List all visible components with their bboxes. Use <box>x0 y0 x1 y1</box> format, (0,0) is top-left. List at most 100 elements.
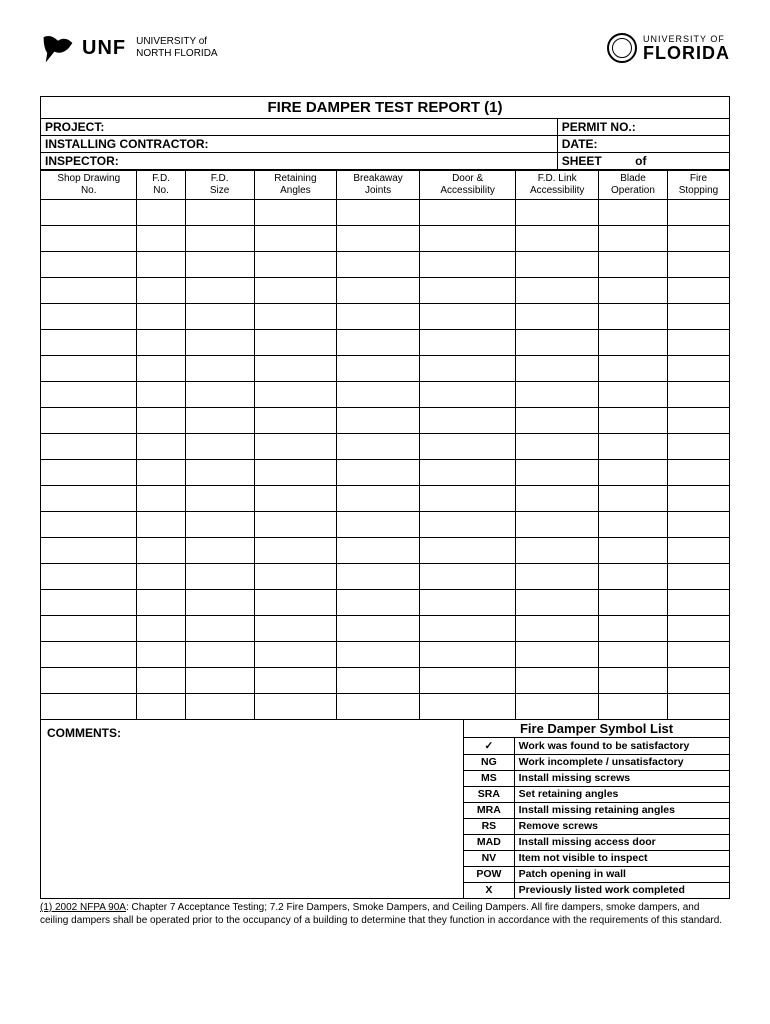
table-cell[interactable] <box>516 486 599 512</box>
table-cell[interactable] <box>41 226 137 252</box>
table-cell[interactable] <box>599 694 668 720</box>
table-cell[interactable] <box>185 460 254 486</box>
table-cell[interactable] <box>516 590 599 616</box>
table-cell[interactable] <box>137 564 185 590</box>
table-cell[interactable] <box>254 252 337 278</box>
table-cell[interactable] <box>516 512 599 538</box>
table-cell[interactable] <box>419 408 515 434</box>
table-cell[interactable] <box>137 226 185 252</box>
table-cell[interactable] <box>185 356 254 382</box>
table-cell[interactable] <box>41 590 137 616</box>
table-cell[interactable] <box>185 252 254 278</box>
table-cell[interactable] <box>516 434 599 460</box>
table-cell[interactable] <box>337 200 420 226</box>
table-cell[interactable] <box>599 356 668 382</box>
table-cell[interactable] <box>254 616 337 642</box>
table-cell[interactable] <box>185 486 254 512</box>
table-cell[interactable] <box>41 200 137 226</box>
table-cell[interactable] <box>337 538 420 564</box>
table-cell[interactable] <box>41 304 137 330</box>
table-cell[interactable] <box>137 434 185 460</box>
table-cell[interactable] <box>185 642 254 668</box>
table-cell[interactable] <box>599 616 668 642</box>
table-cell[interactable] <box>185 538 254 564</box>
table-cell[interactable] <box>599 226 668 252</box>
table-cell[interactable] <box>185 512 254 538</box>
table-cell[interactable] <box>667 356 729 382</box>
table-cell[interactable] <box>254 304 337 330</box>
table-cell[interactable] <box>41 668 137 694</box>
table-cell[interactable] <box>254 564 337 590</box>
table-cell[interactable] <box>41 564 137 590</box>
table-cell[interactable] <box>337 226 420 252</box>
table-cell[interactable] <box>419 616 515 642</box>
table-cell[interactable] <box>185 408 254 434</box>
table-cell[interactable] <box>667 304 729 330</box>
table-cell[interactable] <box>599 252 668 278</box>
table-cell[interactable] <box>599 304 668 330</box>
table-cell[interactable] <box>254 486 337 512</box>
table-cell[interactable] <box>41 486 137 512</box>
table-cell[interactable] <box>419 252 515 278</box>
table-cell[interactable] <box>41 330 137 356</box>
table-cell[interactable] <box>41 694 137 720</box>
table-cell[interactable] <box>137 460 185 486</box>
table-cell[interactable] <box>337 434 420 460</box>
table-cell[interactable] <box>41 538 137 564</box>
table-cell[interactable] <box>337 408 420 434</box>
table-cell[interactable] <box>516 564 599 590</box>
table-cell[interactable] <box>419 694 515 720</box>
table-cell[interactable] <box>185 616 254 642</box>
table-cell[interactable] <box>185 668 254 694</box>
table-cell[interactable] <box>254 460 337 486</box>
table-cell[interactable] <box>599 330 668 356</box>
table-cell[interactable] <box>337 356 420 382</box>
table-cell[interactable] <box>419 200 515 226</box>
table-cell[interactable] <box>137 668 185 694</box>
table-cell[interactable] <box>185 330 254 356</box>
table-cell[interactable] <box>185 694 254 720</box>
table-cell[interactable] <box>419 330 515 356</box>
table-cell[interactable] <box>419 278 515 304</box>
table-cell[interactable] <box>254 226 337 252</box>
table-cell[interactable] <box>599 460 668 486</box>
table-cell[interactable] <box>185 382 254 408</box>
table-cell[interactable] <box>667 252 729 278</box>
table-cell[interactable] <box>599 642 668 668</box>
table-cell[interactable] <box>667 200 729 226</box>
table-cell[interactable] <box>667 382 729 408</box>
table-cell[interactable] <box>185 200 254 226</box>
table-cell[interactable] <box>337 512 420 538</box>
table-cell[interactable] <box>41 252 137 278</box>
table-cell[interactable] <box>667 538 729 564</box>
table-cell[interactable] <box>337 564 420 590</box>
table-cell[interactable] <box>419 590 515 616</box>
table-cell[interactable] <box>599 668 668 694</box>
table-cell[interactable] <box>599 278 668 304</box>
table-cell[interactable] <box>667 590 729 616</box>
table-cell[interactable] <box>419 512 515 538</box>
table-cell[interactable] <box>137 382 185 408</box>
table-cell[interactable] <box>667 434 729 460</box>
table-cell[interactable] <box>419 304 515 330</box>
table-cell[interactable] <box>137 642 185 668</box>
table-cell[interactable] <box>137 590 185 616</box>
table-cell[interactable] <box>41 460 137 486</box>
table-cell[interactable] <box>41 408 137 434</box>
table-cell[interactable] <box>337 304 420 330</box>
table-cell[interactable] <box>254 356 337 382</box>
table-cell[interactable] <box>599 408 668 434</box>
table-cell[interactable] <box>254 408 337 434</box>
table-cell[interactable] <box>516 304 599 330</box>
table-cell[interactable] <box>516 460 599 486</box>
table-cell[interactable] <box>667 616 729 642</box>
table-cell[interactable] <box>516 642 599 668</box>
table-cell[interactable] <box>254 200 337 226</box>
table-cell[interactable] <box>419 538 515 564</box>
table-cell[interactable] <box>254 278 337 304</box>
table-cell[interactable] <box>185 564 254 590</box>
table-cell[interactable] <box>41 356 137 382</box>
table-cell[interactable] <box>599 200 668 226</box>
table-cell[interactable] <box>337 460 420 486</box>
table-cell[interactable] <box>667 330 729 356</box>
